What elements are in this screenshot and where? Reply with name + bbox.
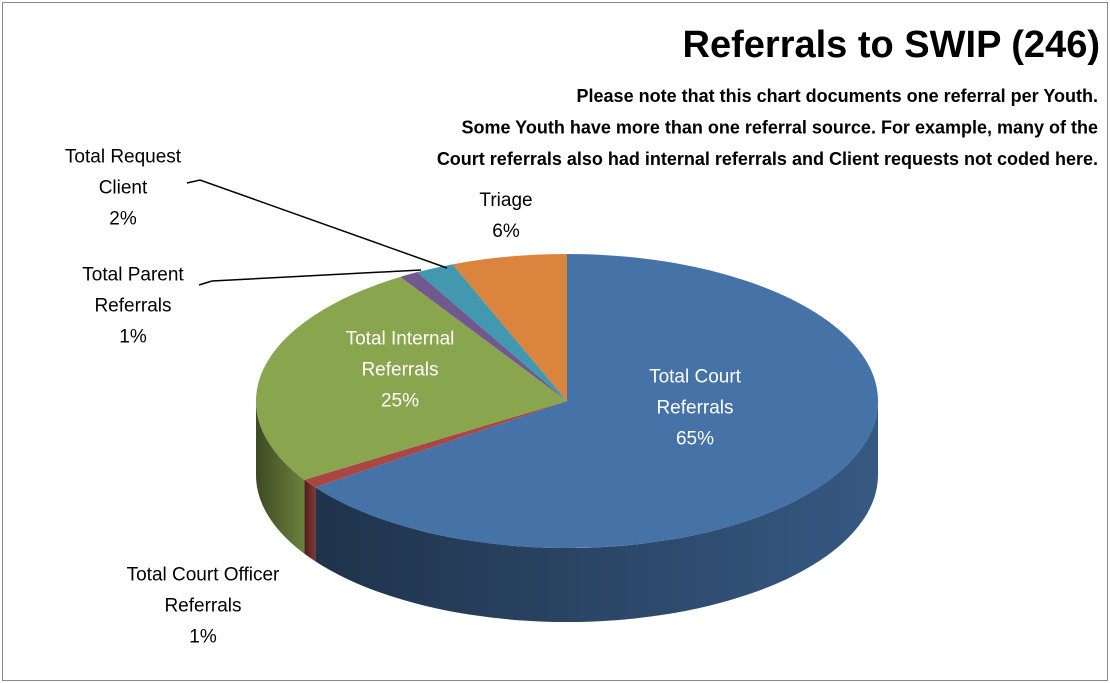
chart-note: Some Youth have more than one referral s… [461,117,1098,137]
slice [315,254,878,548]
slice-label: Total Court Referrals 65% [625,362,765,455]
slice [417,264,567,401]
chart-note: Court referrals also had internal referr… [437,149,1098,169]
slice-label: Total Internal Referrals 25% [330,324,470,417]
slice [304,401,567,488]
slice-label: Triage 6% [456,185,556,247]
value-label: 6% [492,221,520,242]
value-label: 1% [119,326,147,348]
slice [400,272,567,401]
value-label: 65% [675,428,715,450]
category-label: Total Request Client [64,146,182,199]
slice [452,254,567,401]
category-label: Total Court Referrals [649,366,741,419]
slice [256,276,567,480]
category-label: Total Court Officer Referrals [126,564,280,617]
slice-label: Total Parent Referrals 1% [58,260,208,353]
chart-note: Please note that this chart documents on… [577,86,1098,106]
value-label: 25% [380,390,420,412]
value-label: 2% [109,208,137,230]
leader-line [186,179,448,269]
slice-label: Total Request Client 2% [53,142,193,235]
pie [256,254,878,622]
value-label: 1% [189,626,217,648]
slice-side [315,401,878,622]
slice-side [256,401,305,554]
leader-line [198,269,422,286]
category-label: Triage [479,190,533,211]
chart-title: Referrals to SWIP (246) [683,24,1100,66]
category-label: Total Parent Referrals [82,264,184,317]
slice-side [304,479,316,562]
slice-label: Total Court Officer Referrals 1% [93,560,313,653]
category-label: Total Internal Referrals [345,328,455,381]
